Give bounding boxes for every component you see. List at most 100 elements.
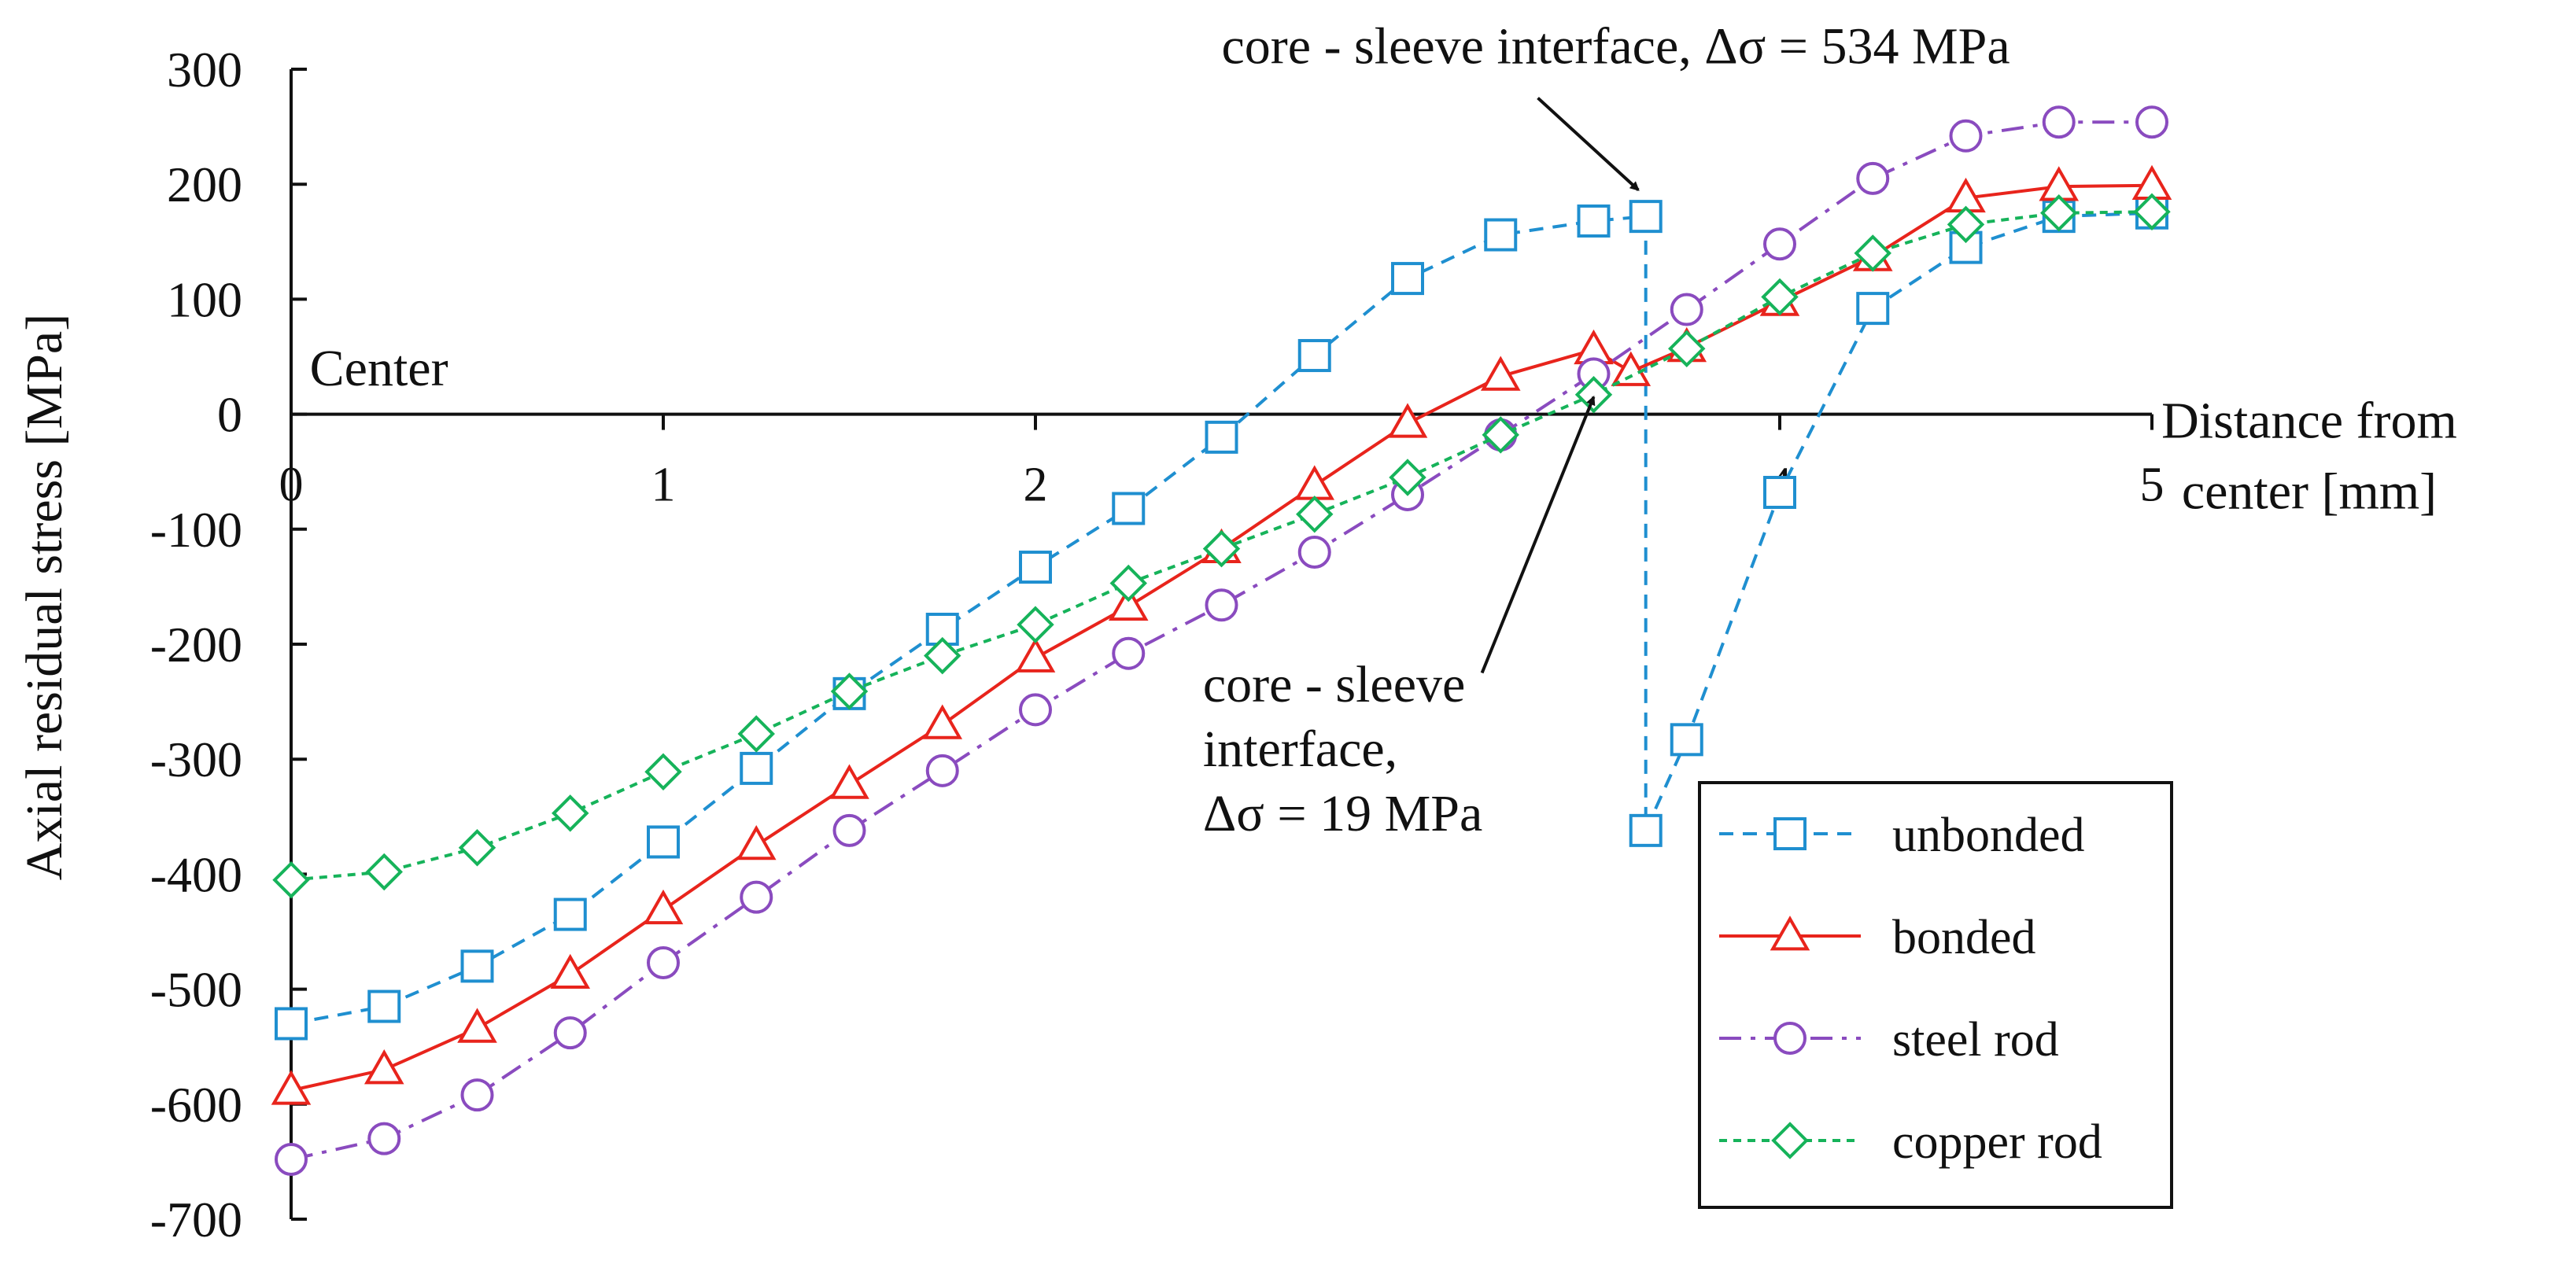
legend-label: bonded xyxy=(1892,911,2036,964)
y-tick-label: -500 xyxy=(150,962,242,1018)
y-tick-label: -400 xyxy=(150,846,242,902)
annotation-text: core - sleeve interface, Δσ = 534 MPa xyxy=(1222,18,2010,76)
data-point xyxy=(458,829,496,867)
data-point xyxy=(1668,330,1706,367)
data-point xyxy=(1947,205,1985,244)
data-point xyxy=(1205,420,1238,454)
y-tick-label: -600 xyxy=(150,1077,242,1133)
y-tick-label: 300 xyxy=(167,42,242,98)
legend-marker xyxy=(1770,916,1810,951)
data-point xyxy=(1670,293,1703,326)
y-tick-label: 0 xyxy=(217,387,242,443)
y-tick-label: -300 xyxy=(150,731,242,787)
data-point xyxy=(275,1007,308,1041)
data-point xyxy=(367,1122,401,1155)
data-point xyxy=(1109,564,1147,603)
legend-marker xyxy=(1773,817,1807,850)
data-point xyxy=(1108,585,1149,621)
axes: 300 200 100 0 -100 -200 -300 -400 -500 -600 -700 0 1… xyxy=(16,42,2457,1247)
annotation-arrow xyxy=(1480,395,1596,674)
x-tick-label: 2 xyxy=(1024,459,1048,512)
annotation-text: core - sleeve xyxy=(1203,656,1465,713)
legend-item: copper rod xyxy=(1719,1115,2102,1169)
legend-label: unbonded xyxy=(1892,809,2085,862)
legend: unbonded bonded steel rod copper rod xyxy=(1698,781,2173,1209)
data-point xyxy=(1629,813,1663,847)
data-point xyxy=(2133,193,2171,231)
data-point xyxy=(365,853,403,891)
data-point xyxy=(1763,476,1796,510)
data-point xyxy=(367,989,401,1023)
x-tick-label: 0 xyxy=(279,459,304,512)
data-point xyxy=(1205,588,1238,622)
data-point xyxy=(647,945,680,979)
data-point xyxy=(1391,262,1424,296)
data-point xyxy=(1112,636,1146,670)
data-point xyxy=(2135,105,2168,139)
data-point xyxy=(1297,339,1331,373)
x-axis-label-line: center [mm] xyxy=(2182,463,2437,521)
x-tick-label: 1 xyxy=(651,459,676,512)
data-point xyxy=(1017,606,1054,643)
data-point xyxy=(460,1078,494,1112)
data-point xyxy=(1202,529,1241,568)
y-tick-label: 200 xyxy=(167,157,242,212)
data-point xyxy=(736,824,777,860)
data-point xyxy=(1019,551,1052,584)
data-point xyxy=(647,825,680,859)
data-point xyxy=(832,813,866,847)
legend-item: bonded xyxy=(1719,911,2036,964)
data-point xyxy=(644,753,682,791)
data-point xyxy=(271,1070,312,1105)
data-point xyxy=(1389,459,1426,496)
annotation-text: Center xyxy=(310,340,448,397)
legend-label: copper rod xyxy=(1892,1115,2102,1169)
annotation-text: interface, xyxy=(1203,720,1397,778)
data-point xyxy=(2042,105,2076,139)
data-point xyxy=(1387,403,1428,438)
data-point xyxy=(1574,376,1613,414)
data-point xyxy=(1480,356,1521,391)
data-point xyxy=(925,754,959,787)
series-layer xyxy=(271,105,2172,1176)
data-point xyxy=(552,794,589,832)
series-line xyxy=(290,183,2153,1093)
annotations: Center core - sleeve interface, Δσ = 534 … xyxy=(310,18,2010,842)
y-axis-label: Axial residual stress [MPa] xyxy=(16,314,73,880)
data-point xyxy=(1854,234,1891,272)
data-point xyxy=(740,880,773,914)
data-point xyxy=(1482,416,1519,454)
data-point xyxy=(1856,161,1890,195)
data-point xyxy=(643,889,684,925)
data-point xyxy=(1297,536,1331,569)
data-point xyxy=(1112,492,1146,525)
data-point xyxy=(922,704,963,739)
legend-item: steel rod xyxy=(1719,1013,2059,1067)
data-point xyxy=(553,1016,587,1050)
annotation-text: Δσ = 19 MPa xyxy=(1203,785,1482,842)
legend-label: steel rod xyxy=(1892,1013,2059,1067)
x-tick-label: 5 xyxy=(2140,459,2165,512)
data-point xyxy=(1296,496,1334,533)
data-point xyxy=(553,897,587,931)
data-point xyxy=(1015,637,1056,673)
data-point xyxy=(1670,723,1703,757)
data-point xyxy=(1484,218,1518,252)
y-tick-label: 100 xyxy=(167,271,242,327)
data-point xyxy=(1856,292,1890,326)
data-point xyxy=(1629,200,1663,234)
x-axis-label-line: Distance from xyxy=(2161,392,2457,450)
data-point xyxy=(830,673,869,710)
data-point xyxy=(1019,693,1052,727)
data-point xyxy=(550,953,591,989)
data-point xyxy=(1294,465,1335,500)
legend-marker xyxy=(1773,1022,1807,1055)
data-point xyxy=(924,636,961,675)
data-point xyxy=(364,1049,404,1085)
data-point xyxy=(457,1008,497,1043)
data-point xyxy=(1761,278,1799,316)
y-tick-label: -100 xyxy=(150,502,242,558)
series-line xyxy=(290,120,2152,1161)
annotation-arrow xyxy=(1537,97,1640,191)
